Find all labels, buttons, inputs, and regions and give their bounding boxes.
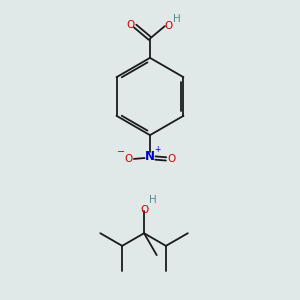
Text: O: O: [140, 205, 148, 215]
Text: O: O: [167, 154, 175, 164]
Text: O: O: [165, 21, 173, 31]
Text: O: O: [124, 154, 133, 164]
Text: H: H: [149, 195, 157, 205]
Text: N: N: [145, 150, 155, 163]
Text: −: −: [117, 147, 125, 157]
Text: +: +: [154, 145, 160, 154]
Text: O: O: [126, 20, 134, 30]
Text: H: H: [173, 14, 181, 24]
